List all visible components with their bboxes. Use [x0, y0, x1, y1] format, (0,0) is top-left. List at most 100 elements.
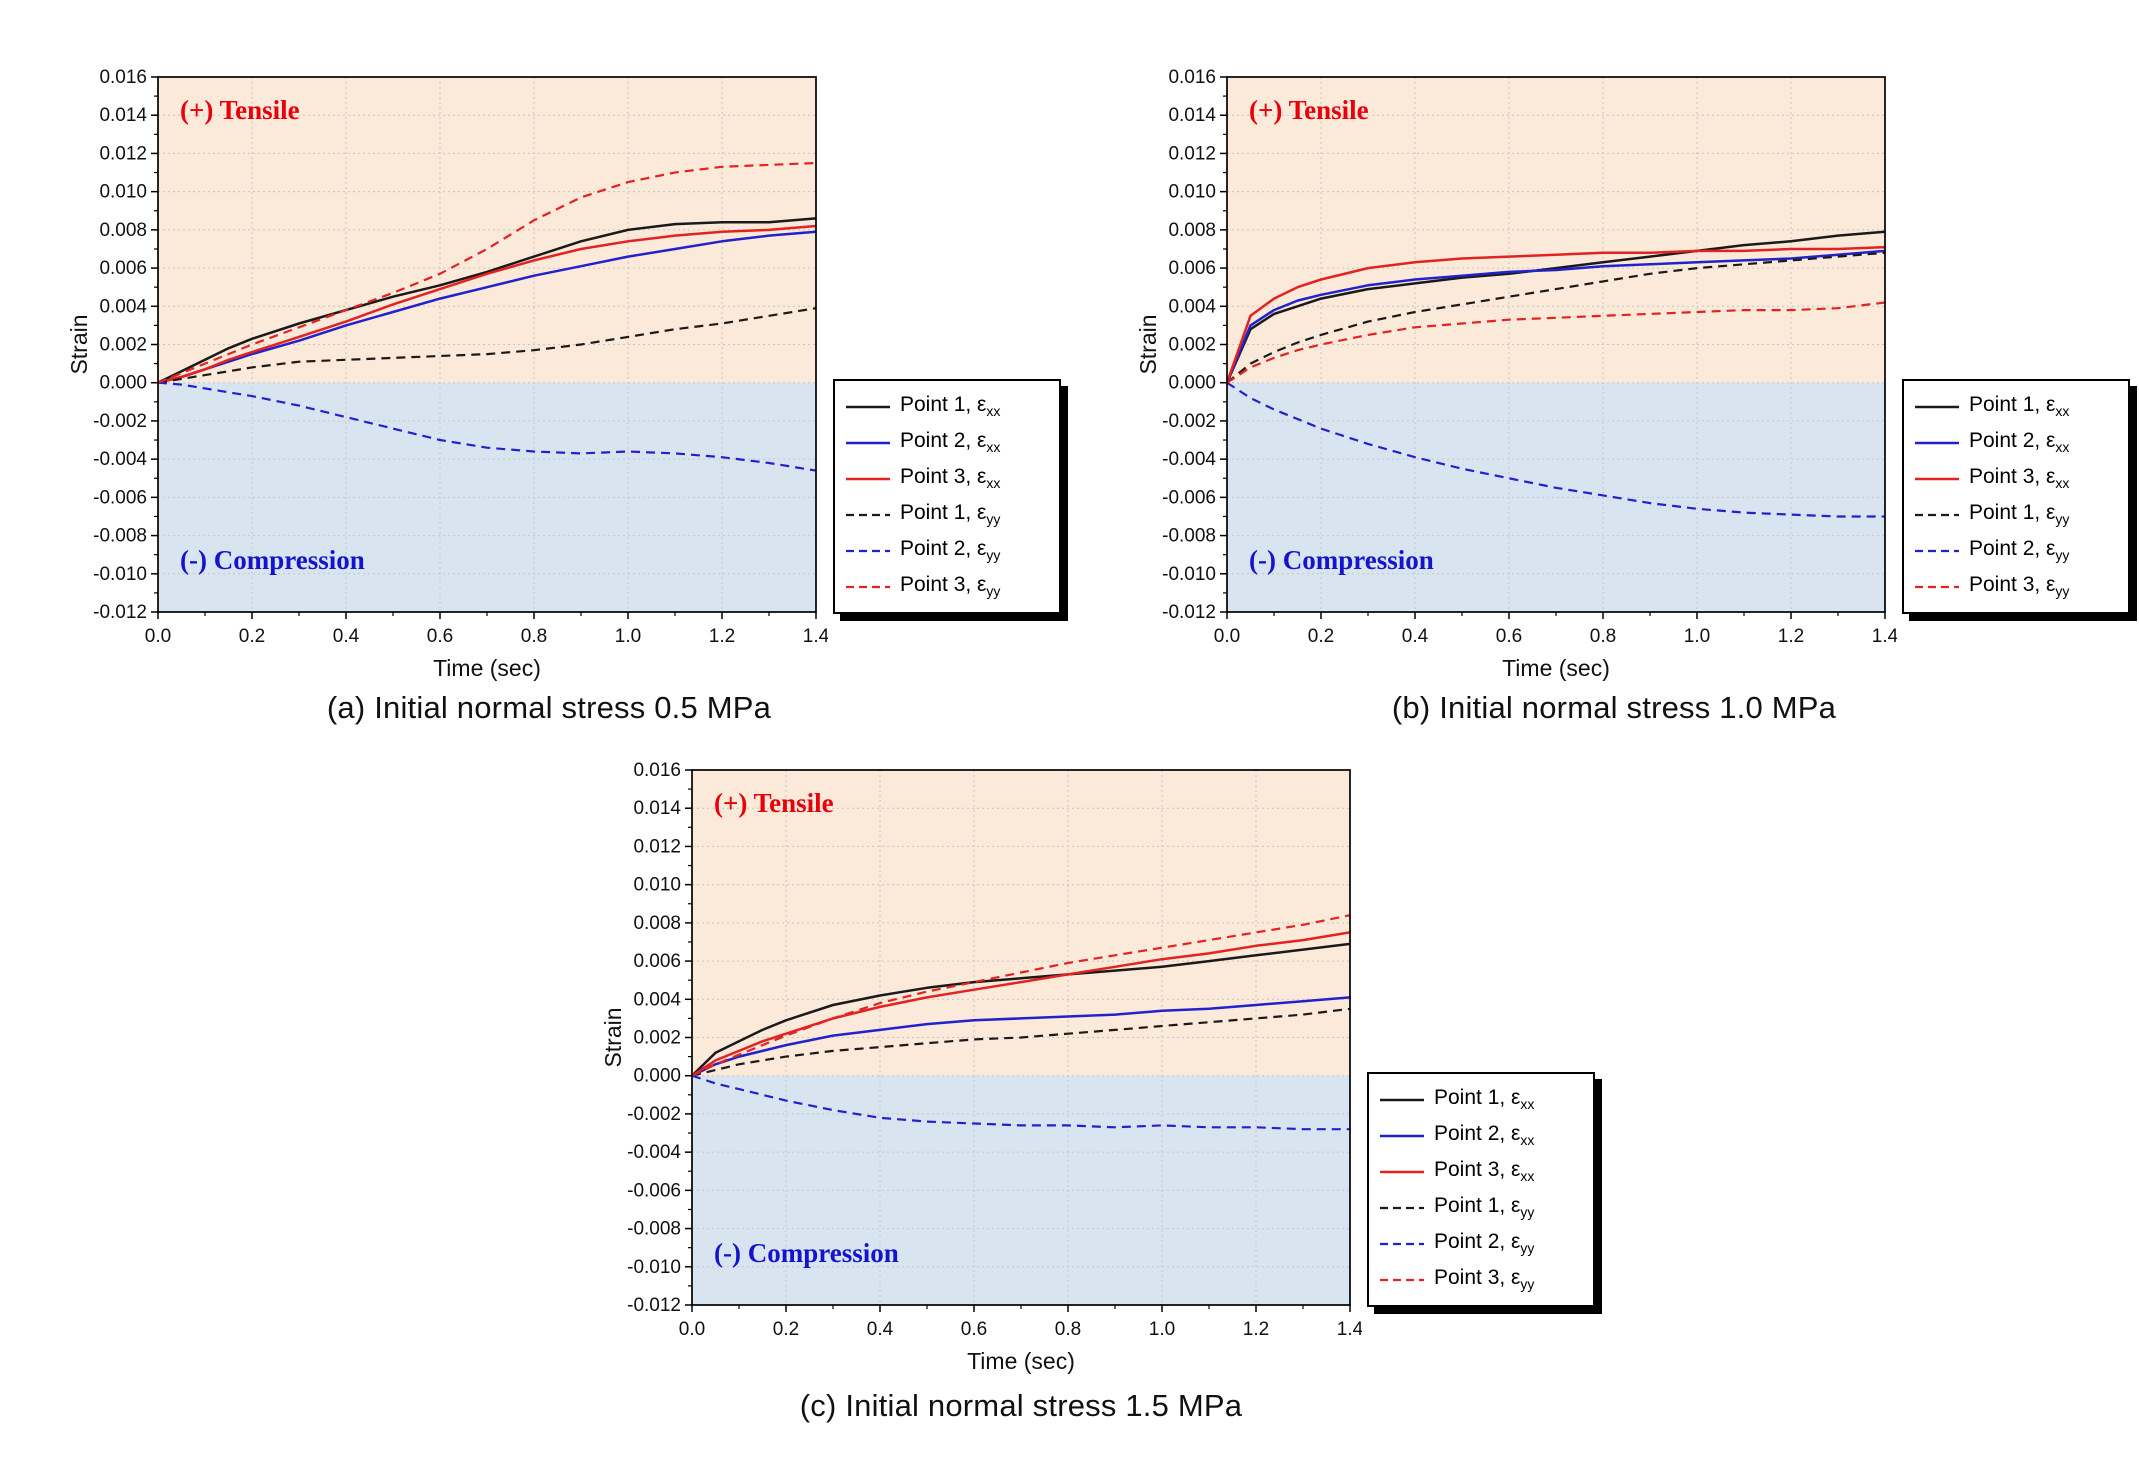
x-tick-label: 0.6: [427, 626, 453, 647]
x-tick-label: 0.0: [679, 1319, 705, 1340]
tensile-annotation: (+) Tensile: [1249, 95, 1369, 125]
y-tick-label: 0.016: [633, 760, 681, 781]
chart-b-legend: Point 1, εxx Point 2, εxx Point 3, εxx Poin…: [1902, 379, 2130, 614]
series-line: [158, 307, 816, 384]
compression-annotation: (-) Compression: [714, 1238, 899, 1268]
y-tick-label: -0.008: [627, 1219, 681, 1240]
series-line: [158, 224, 816, 384]
y-tick-label: -0.006: [627, 1180, 681, 1201]
legend-entry: Point 3, εyy: [1379, 1263, 1583, 1296]
legend-line-sample: [846, 513, 890, 516]
series-line: [692, 996, 1350, 1077]
series-line: [1227, 230, 1885, 384]
legend-label: Point 3, εxx: [900, 465, 1001, 492]
y-tick-label: 0.010: [1168, 182, 1216, 203]
tensile-region: [1227, 77, 1885, 383]
y-tick-label: -0.002: [627, 1104, 681, 1125]
x-tick-label: 0.2: [239, 626, 265, 647]
y-tick-label: 0.000: [1168, 373, 1216, 394]
x-tick-label: 1.2: [1243, 1319, 1269, 1340]
legend-line-sample: [846, 477, 890, 480]
compression-region: [158, 382, 816, 612]
legend-label: Point 1, εxx: [1969, 393, 2070, 420]
legend-label: Point 3, εyy: [900, 573, 1001, 600]
x-axis-title: Time (sec): [433, 655, 541, 681]
y-axis-title: Strain: [600, 1007, 626, 1067]
legend-entry: Point 1, εxx: [845, 390, 1049, 423]
y-tick-label: -0.006: [93, 487, 147, 508]
chart-b-caption: (b) Initial normal stress 1.0 MPa: [1391, 690, 1837, 725]
legend-label: Point 2, εyy: [1434, 1230, 1535, 1257]
legend-entry: Point 2, εxx: [1379, 1119, 1583, 1152]
x-tick-label: 0.0: [145, 626, 171, 647]
series-line: [692, 942, 1350, 1077]
y-tick-label: 0.002: [633, 1028, 681, 1049]
x-tick-label: 0.8: [1055, 1319, 1081, 1340]
chart-a-plot: -0.012 -0.010 -0.008 -0.006 -0.004 -0.002 0.00…: [63, 67, 830, 695]
y-tick-label: -0.012: [93, 602, 147, 623]
x-tick-label: 1.2: [1778, 626, 1804, 647]
y-tick-label: 0.004: [1168, 296, 1216, 317]
tensile-region: [692, 770, 1350, 1076]
plot-svg: -0.012-0.010-0.008-0.006-0.004-0.0020.00…: [600, 760, 1364, 1374]
legend-line-sample: [846, 405, 890, 408]
chart-c: -0.012 -0.010 -0.008 -0.006 -0.004 -0.002 0.00…: [597, 760, 1597, 1400]
legend-line-sample: [1915, 477, 1959, 480]
series-line: [158, 381, 816, 472]
legend-line-sample: [1915, 549, 1959, 552]
compression-region: [692, 1075, 1350, 1305]
legend-entry: Point 2, εxx: [1914, 426, 2118, 459]
chart-a-caption: (a) Initial normal stress 0.5 MPa: [326, 690, 772, 725]
plot-svg: -0.012-0.010-0.008-0.006-0.004-0.0020.00…: [66, 67, 830, 681]
y-tick-label: -0.004: [1162, 449, 1216, 470]
legend-label: Point 2, εxx: [1969, 429, 2070, 456]
legend-label: Point 3, εxx: [1434, 1158, 1535, 1185]
y-axis-title: Strain: [1135, 314, 1161, 374]
series-line: [1227, 245, 1885, 384]
series-line: [692, 914, 1350, 1077]
y-tick-label: 0.014: [633, 798, 681, 819]
legend-line-sample: [1915, 585, 1959, 588]
y-tick-label: -0.008: [1162, 526, 1216, 547]
legend-line-sample: [1915, 441, 1959, 444]
x-tick-label: 0.8: [1590, 626, 1616, 647]
y-tick-label: 0.008: [633, 913, 681, 934]
y-tick-label: -0.006: [1162, 487, 1216, 508]
y-tick-label: 0.014: [1168, 105, 1216, 126]
y-tick-label: 0.006: [633, 951, 681, 972]
plot-svg: -0.012-0.010-0.008-0.006-0.004-0.0020.00…: [1135, 67, 1899, 681]
tensile-region: [158, 77, 816, 383]
x-tick-label: 0.2: [1308, 626, 1334, 647]
y-tick-label: 0.008: [1168, 220, 1216, 241]
x-axis-title: Time (sec): [1502, 655, 1610, 681]
x-tick-label: 1.4: [1872, 626, 1897, 647]
series-line: [1227, 249, 1885, 384]
legend-entry: Point 3, εyy: [845, 570, 1049, 603]
legend-label: Point 3, εxx: [1969, 465, 2070, 492]
y-tick-label: 0.006: [1168, 258, 1216, 279]
y-tick-label: -0.010: [1162, 564, 1216, 585]
series-line: [692, 931, 1350, 1077]
legend-line-sample: [1380, 1278, 1424, 1281]
legend-entry: Point 2, εyy: [1379, 1227, 1583, 1260]
x-tick-label: 0.4: [1402, 626, 1429, 647]
y-tick-label: 0.012: [99, 143, 147, 164]
legend-entry: Point 1, εyy: [1914, 498, 2118, 531]
legend-label: Point 3, εyy: [1969, 573, 2070, 600]
legend-label: Point 1, εyy: [1969, 501, 2070, 528]
y-tick-label: 0.012: [633, 836, 681, 857]
y-tick-label: -0.002: [93, 411, 147, 432]
y-tick-label: 0.016: [1168, 67, 1216, 88]
series-line: [692, 1074, 1350, 1131]
y-tick-label: 0.016: [99, 67, 147, 88]
y-tick-label: 0.004: [99, 296, 147, 317]
x-tick-label: 0.2: [773, 1319, 799, 1340]
legend-entry: Point 1, εxx: [1914, 390, 2118, 423]
series-line: [692, 1007, 1350, 1077]
legend-label: Point 1, εxx: [1434, 1086, 1535, 1113]
x-tick-label: 1.2: [709, 626, 735, 647]
chart-a: -0.012 -0.010 -0.008 -0.006 -0.004 -0.002 0.00…: [63, 67, 1063, 707]
tensile-annotation: (+) Tensile: [180, 95, 300, 125]
y-tick-label: -0.004: [93, 449, 147, 470]
